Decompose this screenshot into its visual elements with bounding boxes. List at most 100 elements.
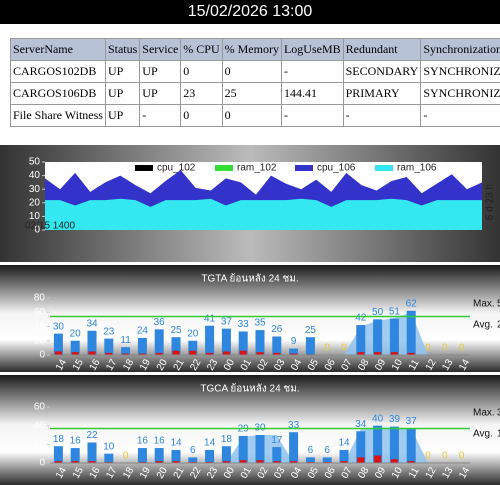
bar [53, 446, 63, 463]
y-tick-label: 40 [34, 420, 46, 431]
value-label: 0 [459, 451, 465, 462]
bar [205, 325, 215, 355]
x-tick-label: 13 [440, 357, 455, 373]
bar [305, 457, 315, 463]
bar [390, 352, 398, 355]
bar [273, 352, 281, 355]
value-label: 0 [341, 343, 347, 354]
chart-title: TGCA ย้อนหลัง 24 ชม. [200, 383, 299, 395]
column-header: Service [139, 38, 182, 61]
bar [322, 457, 332, 463]
value-label: 39 [389, 414, 401, 425]
annotation-value: 26 [497, 320, 500, 331]
legend-label: cpu_102 [157, 163, 196, 174]
x-tick-label: 19 [138, 465, 153, 481]
value-label: 30 [53, 321, 65, 332]
bar [54, 461, 62, 463]
chart-title: TGTA ย้อนหลัง 24 ชม. [201, 273, 298, 285]
y-tick-label: 20 [34, 439, 46, 450]
bar [406, 310, 416, 355]
x-tick-label: 07 [340, 357, 355, 373]
x-tick-label: 12 [424, 465, 439, 481]
table-cell: SYNCHRONIZED [420, 82, 500, 105]
header-row: ServerName Status Service% CPU% Memory LogU… [10, 38, 500, 61]
table-cell: UP [139, 82, 182, 105]
value-label: 24 [137, 326, 149, 337]
bar [206, 352, 214, 355]
value-label: 34 [355, 419, 367, 430]
x-tick-label: 17 [104, 465, 119, 481]
chart-panel: 0 10 20 30 40 50 cpu_102 ram_102 cpu_106 ram_106 0… [0, 145, 500, 262]
value-label: 0 [425, 343, 431, 354]
header: 15/02/2026 13:00 [0, 0, 500, 24]
bar [122, 353, 130, 355]
bar [389, 426, 399, 463]
table-cell: 0 [221, 60, 282, 83]
value-label: 40 [372, 413, 384, 424]
table-cell: SECONDARY [342, 60, 422, 83]
value-label: 16 [70, 436, 82, 447]
value-label: 17 [271, 435, 283, 446]
x-tick-label: 09 [373, 465, 388, 481]
x-tick-label: 19 [138, 357, 153, 373]
x-tick-label: 05 [306, 465, 321, 481]
legend-swatch [215, 165, 233, 171]
bar [390, 459, 398, 463]
bar [290, 461, 298, 463]
value-label: 11 [120, 335, 131, 346]
table-cell: 25 [221, 82, 282, 105]
column-header: ServerName [10, 38, 106, 61]
bar [305, 337, 315, 355]
column-header: Status [104, 38, 141, 61]
bar [205, 449, 215, 463]
x-tick-label: 07 [340, 465, 355, 481]
table-cell: 0 [221, 104, 282, 127]
column-header: Redundant [342, 38, 422, 61]
value-label: 22 [86, 430, 98, 441]
x-tick-label: 01 [239, 465, 254, 481]
bar [171, 449, 181, 463]
x-tick-label: 17 [104, 357, 119, 373]
x-tick-label: 14 [54, 357, 69, 373]
value-label: 33 [238, 319, 250, 330]
bar [188, 340, 198, 355]
bar [121, 347, 131, 355]
value-label: 18 [221, 434, 233, 445]
bar [340, 461, 348, 463]
x-tick-label: 13 [440, 465, 455, 481]
x-tick-label: 21 [172, 357, 187, 373]
table-cell: CARGOS106DB [10, 82, 106, 105]
y-tick-label: 0 [39, 458, 45, 469]
x-tick-label: 23 [205, 465, 220, 481]
bar [137, 337, 147, 355]
x-tick-label: 20 [155, 357, 170, 373]
table-cell: - [342, 104, 422, 127]
bar [53, 333, 63, 355]
x-tick-label: 00 [222, 357, 237, 373]
table-row: CARGOS106DB UP UP 23 25 144.41 PRIMARY SYNCHRON… [10, 82, 500, 105]
side-label: 6 d 23 h [485, 184, 496, 220]
series-area [45, 198, 482, 230]
bar [272, 336, 282, 355]
value-label: 18 [53, 434, 65, 445]
y-tick-label: 20 [34, 335, 46, 346]
table-cell: CARGOS102DB [10, 60, 106, 83]
annotation-label: Avg. [473, 320, 493, 331]
legend-label: ram_102 [237, 163, 277, 174]
bar [172, 350, 180, 355]
value-label: 0 [459, 343, 465, 354]
bar [238, 331, 248, 355]
bar [373, 425, 383, 463]
table-cell: 144.41 [280, 82, 344, 105]
value-label: 25 [305, 325, 317, 336]
x-tick-label: 20 [155, 465, 170, 481]
bar [255, 435, 265, 463]
bar [273, 461, 281, 463]
x-tick-label: 10 [390, 465, 405, 481]
bar [138, 353, 146, 355]
bar [155, 461, 163, 463]
annotation-value: 54 [497, 299, 500, 310]
y-tick-label: 40 [34, 321, 46, 332]
value-label: 14 [204, 438, 216, 449]
